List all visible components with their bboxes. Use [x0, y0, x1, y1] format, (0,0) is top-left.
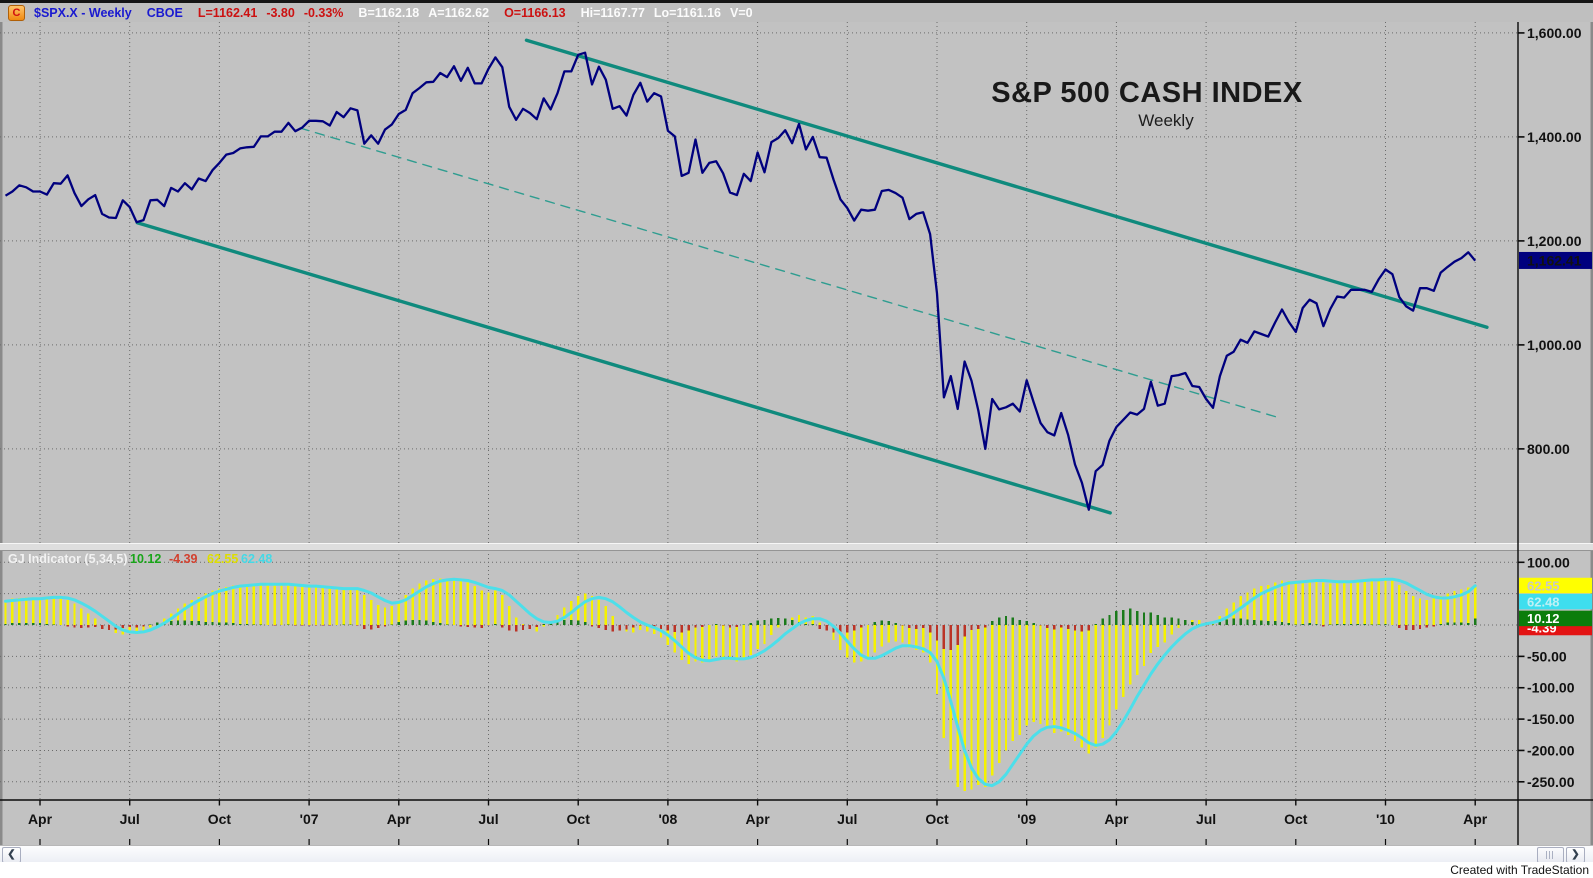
- indicator-value-box-label: 62.48: [1527, 594, 1560, 609]
- trendline-lower-channel[interactable]: [135, 221, 1112, 515]
- indicator-value-delta: 10.12: [130, 552, 161, 566]
- horizontal-scrollbar[interactable]: ❮ ❯: [0, 845, 1593, 863]
- indicator-value-box-label: 10.12: [1527, 611, 1560, 626]
- ticker-bar: C $SPX.X - Weekly CBOE L=1162.41 -3.80 -…: [0, 0, 1593, 22]
- scroll-left-button[interactable]: ❮: [2, 847, 21, 863]
- ticker-open: O=1166.13: [504, 5, 566, 20]
- last-price-label: 1,162.41: [1527, 252, 1582, 268]
- indicator-delta-bars: [4, 608, 1477, 651]
- trendline-mid-channel[interactable]: [299, 127, 1278, 418]
- window-right-edge: [1590, 22, 1593, 845]
- indicator-value-hist: 62.55: [207, 552, 238, 566]
- indicator-value-box: [1519, 610, 1592, 627]
- indicator-tick-label: -100.00: [1527, 680, 1575, 696]
- ticker-ask: A=1162.62: [428, 5, 490, 20]
- window-left-edge: [0, 22, 3, 845]
- price-tick-label: 1,600.00: [1527, 25, 1582, 41]
- indicator-tick-label: -250.00: [1527, 774, 1575, 790]
- indicator-value-box: [1519, 577, 1592, 594]
- x-axis-label: Oct: [567, 811, 591, 827]
- x-axis-label: Jul: [120, 811, 140, 827]
- pane-separator[interactable]: [0, 543, 1593, 551]
- x-axis-label: Jul: [1196, 811, 1216, 827]
- x-axis-label: Apr: [1104, 811, 1129, 827]
- indicator-signal-line: [4, 577, 1477, 788]
- indicator-tick-label: 100.00: [1527, 554, 1570, 570]
- price-tick-label: 1,200.00: [1527, 233, 1582, 249]
- created-with-label: Created with TradeStation: [1450, 863, 1589, 877]
- x-axis-label: '10: [1376, 811, 1395, 827]
- indicator-histogram: [4, 578, 1477, 792]
- last-price-box: [1519, 251, 1592, 269]
- indicator-value-delta2: -4.39: [169, 552, 198, 566]
- chart-title: S&P 500 CASH INDEX: [991, 77, 1303, 109]
- price-tick-label: 800.00: [1527, 441, 1570, 457]
- indicator-value-signal: 62.48: [241, 552, 272, 566]
- indicator-tick-label: -150.00: [1527, 711, 1575, 727]
- ticker-change: -3.80: [266, 5, 295, 20]
- x-axis-label: '09: [1017, 811, 1036, 827]
- indicator-tick-label: -200.00: [1527, 742, 1575, 758]
- scroll-right-button[interactable]: ❯: [1566, 847, 1585, 863]
- ticker-high: Hi=1167.77: [580, 5, 645, 20]
- x-axis-label: Jul: [478, 811, 498, 827]
- price-tick-label: 1,000.00: [1527, 337, 1582, 353]
- indicator-value-box-label: 62.55: [1527, 578, 1560, 593]
- indicator-value-box: [1519, 593, 1592, 610]
- x-axis-label: Apr: [746, 811, 771, 827]
- indicator-label: GJ Indicator (5,34,5): [8, 552, 127, 566]
- status-bar: Created with TradeStation: [0, 862, 1593, 878]
- indicator-tick-label: -50.00: [1527, 648, 1567, 664]
- x-axis-label: Oct: [208, 811, 232, 827]
- ticker-low: Lo=1161.16: [653, 5, 721, 20]
- x-axis-label: Apr: [387, 811, 412, 827]
- price-series-line[interactable]: [4, 51, 1477, 511]
- scrollbar-thumb[interactable]: [1537, 847, 1564, 863]
- ticker-last: L=1162.41: [197, 5, 258, 20]
- x-axis-label: '08: [658, 811, 677, 827]
- x-axis-label: Apr: [1463, 811, 1488, 827]
- trendline-upper-channel[interactable]: [524, 38, 1489, 329]
- chart-subtitle: Weekly: [1138, 111, 1194, 130]
- chart-type-badge[interactable]: C: [8, 4, 25, 21]
- x-axis-label: Jul: [837, 811, 857, 827]
- ticker-symbol: $SPX.X - Weekly: [34, 5, 132, 20]
- ticker-volume: V=0: [729, 5, 753, 20]
- x-axis-label: Apr: [28, 811, 53, 827]
- ticker-exchange: CBOE: [146, 5, 183, 20]
- ticker-bid: B=1162.18: [358, 5, 420, 20]
- x-axis-label: Oct: [925, 811, 949, 827]
- x-axis-label: '07: [300, 811, 319, 827]
- x-axis-label: Oct: [1284, 811, 1308, 827]
- ticker-change-pct: -0.33%: [303, 5, 344, 20]
- price-tick-label: 1,400.00: [1527, 129, 1582, 145]
- chart-canvas[interactable]: 1,600.00 1,400.00 1,200.00 1,000.00 800.00 1,…: [0, 22, 1593, 845]
